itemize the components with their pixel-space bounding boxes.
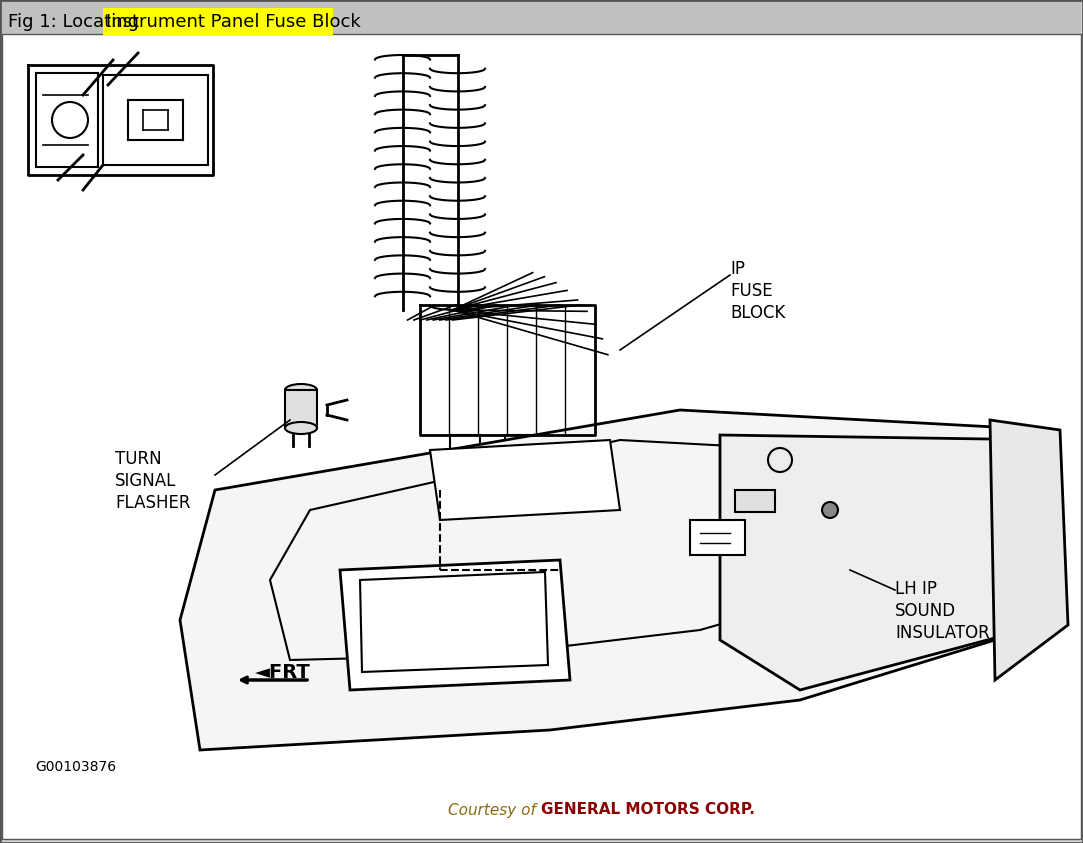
Ellipse shape (285, 384, 317, 396)
Circle shape (822, 502, 838, 518)
Text: TURN
SIGNAL
FLASHER: TURN SIGNAL FLASHER (115, 450, 191, 513)
Text: Fig 1: Locating: Fig 1: Locating (8, 13, 145, 31)
Polygon shape (720, 435, 1062, 690)
Text: G00103876: G00103876 (35, 760, 116, 774)
Text: Courtesy of: Courtesy of (448, 803, 542, 818)
Polygon shape (340, 560, 570, 690)
Bar (505, 435, 535, 453)
Ellipse shape (285, 422, 317, 434)
Bar (735, 490, 775, 512)
Bar (451, 435, 480, 453)
Polygon shape (430, 440, 619, 520)
Text: GENERAL MOTORS CORP.: GENERAL MOTORS CORP. (542, 803, 755, 818)
Text: ◄FRT: ◄FRT (255, 663, 311, 681)
Bar (690, 520, 745, 555)
Bar (2, 2, 1081, 34)
Polygon shape (180, 410, 1060, 750)
Text: Instrument Panel Fuse Block: Instrument Panel Fuse Block (106, 13, 361, 31)
Text: IP
FUSE
BLOCK: IP FUSE BLOCK (730, 260, 785, 322)
Text: LH IP
SOUND
INSULATOR: LH IP SOUND INSULATOR (895, 580, 990, 642)
Bar (285, 390, 317, 428)
Bar (560, 435, 590, 453)
Bar (103, 8, 332, 35)
Polygon shape (990, 420, 1068, 680)
